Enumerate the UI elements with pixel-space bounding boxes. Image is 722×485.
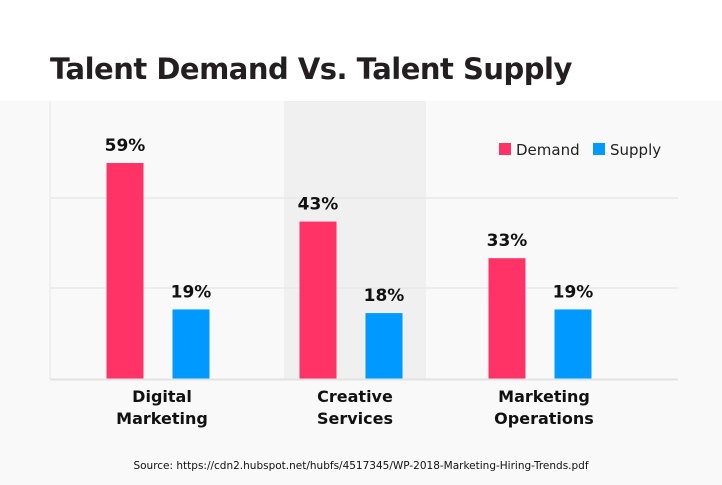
legend-label-supply: Supply — [610, 141, 661, 159]
header: Talent Demand Vs. Talent Supply — [0, 0, 722, 101]
legend-label-demand: Demand — [516, 141, 580, 159]
category-label: Marketing — [498, 387, 590, 406]
demand-bar — [299, 221, 337, 379]
demand-bar — [106, 163, 144, 379]
supply-bar — [554, 309, 592, 379]
data-label: 19% — [171, 282, 212, 302]
data-label: 18% — [364, 286, 405, 306]
category-label: Creative — [317, 387, 393, 406]
legend-swatch-demand — [499, 143, 511, 155]
data-label: 33% — [487, 231, 528, 251]
legend-swatch-supply — [593, 143, 605, 155]
data-label: 43% — [298, 195, 339, 215]
category-label: Marketing — [116, 409, 208, 428]
chart-title: Talent Demand Vs. Talent Supply — [50, 52, 572, 86]
category-label: Operations — [494, 409, 594, 428]
supply-bar — [365, 313, 403, 379]
category-label: Services — [317, 409, 393, 428]
supply-bar — [172, 309, 210, 379]
data-label: 59% — [105, 136, 146, 156]
data-label: 19% — [553, 282, 594, 302]
demand-bar — [488, 258, 526, 379]
category-label: Digital — [132, 387, 192, 406]
source-note: Source: https://cdn2.hubspot.net/hubfs/4… — [133, 460, 589, 472]
